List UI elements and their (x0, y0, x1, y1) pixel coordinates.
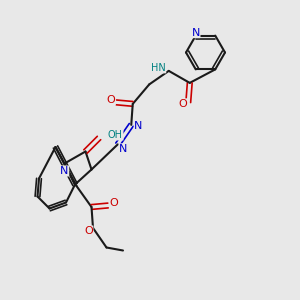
Text: N: N (60, 166, 69, 176)
Text: O: O (178, 99, 187, 109)
Text: N: N (119, 144, 128, 154)
Text: OH: OH (108, 130, 123, 140)
Text: HN: HN (151, 63, 166, 73)
Text: O: O (106, 95, 115, 105)
Text: N: N (134, 122, 142, 131)
Text: O: O (110, 197, 118, 208)
Text: O: O (84, 226, 93, 236)
Text: N: N (192, 28, 200, 38)
